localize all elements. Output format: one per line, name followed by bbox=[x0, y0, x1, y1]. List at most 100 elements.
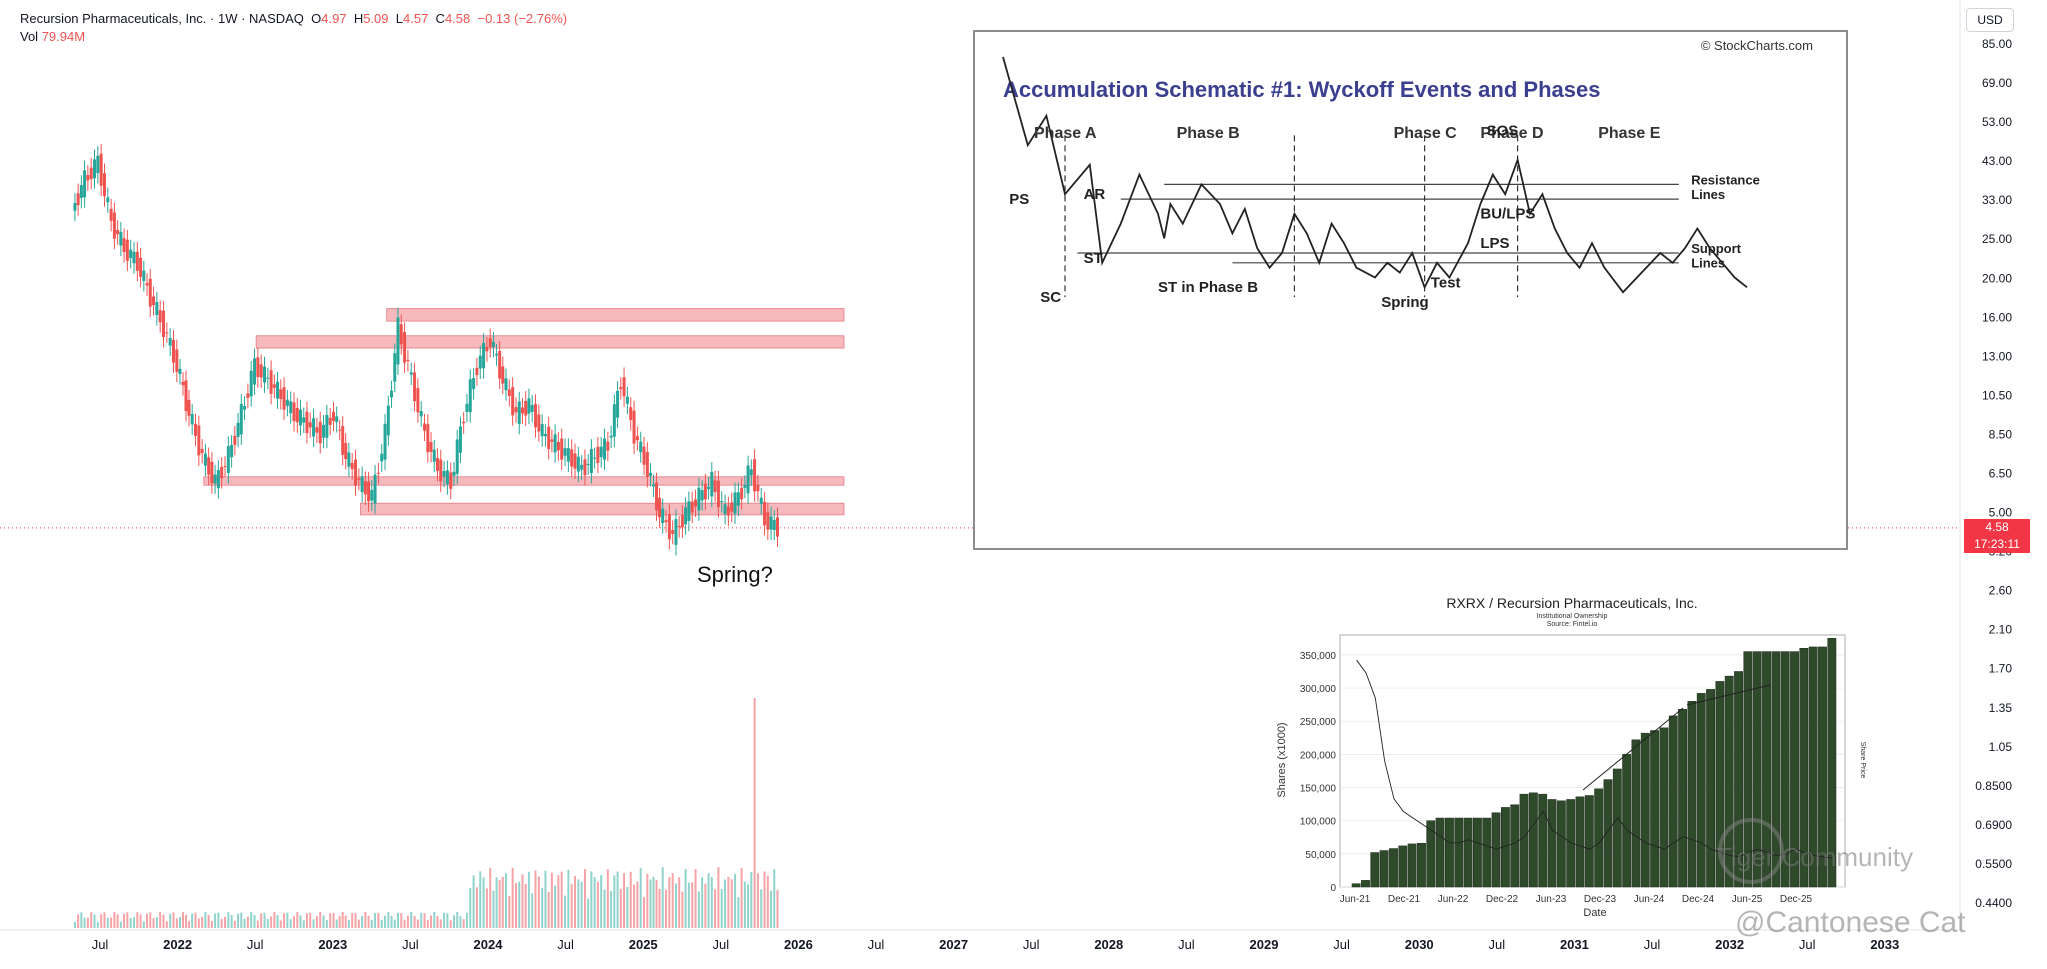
currency-button[interactable]: USD bbox=[1966, 8, 2014, 32]
volume-bar bbox=[593, 877, 596, 928]
inst-bar bbox=[1584, 795, 1594, 888]
price-tick: 13.00 bbox=[1982, 349, 2012, 363]
candle-body bbox=[740, 487, 744, 500]
candle-body bbox=[439, 459, 443, 482]
volume-bar bbox=[152, 918, 155, 928]
candle-body bbox=[172, 339, 176, 363]
institutional-ownership-image: RXRX / Recursion Pharmaceuticals, Inc. In… bbox=[1265, 590, 1870, 920]
volume-bar bbox=[727, 876, 730, 928]
candle-body bbox=[507, 389, 511, 397]
inst-bar bbox=[1575, 796, 1585, 888]
candle-body bbox=[550, 439, 554, 442]
volume-bar bbox=[169, 913, 172, 928]
candle-body bbox=[442, 471, 446, 477]
candle-body bbox=[772, 519, 776, 530]
volume-bar bbox=[237, 913, 240, 928]
candle-body bbox=[570, 449, 574, 467]
candle-body bbox=[687, 501, 691, 521]
candle-body bbox=[350, 462, 354, 470]
candle-body bbox=[335, 416, 339, 423]
price-tick: 69.00 bbox=[1982, 76, 2012, 90]
volume-bar bbox=[341, 912, 344, 928]
volume-bar bbox=[534, 870, 537, 928]
close-label: C bbox=[435, 11, 445, 26]
candle-body bbox=[504, 378, 508, 391]
inst-bar bbox=[1734, 671, 1743, 888]
volume-bar bbox=[103, 912, 106, 928]
volume-bar bbox=[714, 889, 717, 928]
candle-body bbox=[733, 492, 737, 514]
inst-xlabel: Date bbox=[1583, 907, 1606, 919]
inst-bar bbox=[1528, 792, 1538, 888]
candle-body bbox=[135, 251, 139, 271]
volume-bar bbox=[560, 871, 563, 928]
volume-bar bbox=[246, 916, 249, 928]
inst-bar bbox=[1696, 693, 1706, 888]
candle-body bbox=[132, 251, 136, 264]
volume-bar bbox=[449, 920, 452, 928]
time-tick: Jul bbox=[1644, 937, 1661, 952]
candle-body bbox=[233, 435, 237, 445]
inst-bar bbox=[1818, 646, 1827, 888]
symbol-title[interactable]: Recursion Pharmaceuticals, Inc. · 1W · N… bbox=[20, 11, 304, 26]
volume-bar bbox=[514, 883, 517, 928]
inst-bar bbox=[1426, 820, 1436, 888]
candle-body bbox=[318, 421, 322, 444]
candle-body bbox=[769, 516, 773, 530]
inst-y-tick: 150,000 bbox=[1300, 784, 1337, 795]
volume-bar bbox=[550, 872, 553, 928]
candle-body bbox=[746, 465, 750, 494]
volume-bar bbox=[766, 875, 769, 928]
volume-bar bbox=[633, 884, 636, 928]
volume-bar bbox=[658, 888, 661, 928]
volume-bar bbox=[544, 870, 547, 928]
candle-body bbox=[272, 384, 276, 388]
inst-x-tick: Jun-21 bbox=[1340, 894, 1371, 905]
inst-bar bbox=[1482, 817, 1492, 888]
inst-x-tick: Dec-25 bbox=[1780, 894, 1813, 905]
candle-body bbox=[239, 403, 243, 435]
volume-bar bbox=[694, 869, 697, 928]
inst-bar bbox=[1706, 689, 1715, 888]
candle-body bbox=[168, 338, 172, 346]
candle-body bbox=[736, 492, 740, 506]
volume-bar bbox=[403, 919, 406, 928]
volume-bar bbox=[93, 914, 96, 928]
price-tick: 1.35 bbox=[1989, 701, 2013, 715]
volume-bar bbox=[596, 881, 599, 928]
inst-bar bbox=[1491, 812, 1501, 888]
volume-label: Vol bbox=[20, 29, 39, 44]
inst-y-tick: 350,000 bbox=[1300, 651, 1337, 662]
candle-body bbox=[338, 429, 342, 431]
volume-bar bbox=[462, 919, 465, 928]
volume-bar bbox=[279, 920, 282, 928]
volume-bar bbox=[354, 912, 357, 928]
candle-body bbox=[458, 426, 462, 453]
candle-body bbox=[671, 530, 675, 534]
volume-bar bbox=[305, 913, 308, 928]
candle-body bbox=[266, 377, 270, 379]
candle-body bbox=[759, 497, 763, 504]
inst-y-tick: 200,000 bbox=[1300, 750, 1337, 761]
candle-body bbox=[380, 453, 384, 462]
volume-bar bbox=[110, 917, 113, 928]
candle-body bbox=[83, 170, 87, 198]
candle-body bbox=[537, 414, 541, 432]
volume-bar bbox=[707, 873, 710, 928]
candle-body bbox=[586, 463, 590, 465]
wyckoff-price-path bbox=[1002, 56, 1748, 294]
volume-bar bbox=[188, 921, 191, 928]
wyckoff-event-label: AR bbox=[1084, 186, 1106, 203]
volume-bar bbox=[479, 871, 482, 928]
candle-body bbox=[619, 387, 623, 390]
candle-body bbox=[445, 470, 449, 485]
candle-body bbox=[360, 476, 364, 493]
inst-bar bbox=[1603, 779, 1613, 888]
inst-bar bbox=[1668, 715, 1678, 888]
volume-bar bbox=[661, 867, 664, 928]
time-tick: 2025 bbox=[629, 937, 658, 952]
volume-bar bbox=[531, 893, 534, 928]
close-value: 4.58 bbox=[444, 11, 471, 26]
candle-body bbox=[386, 405, 390, 436]
